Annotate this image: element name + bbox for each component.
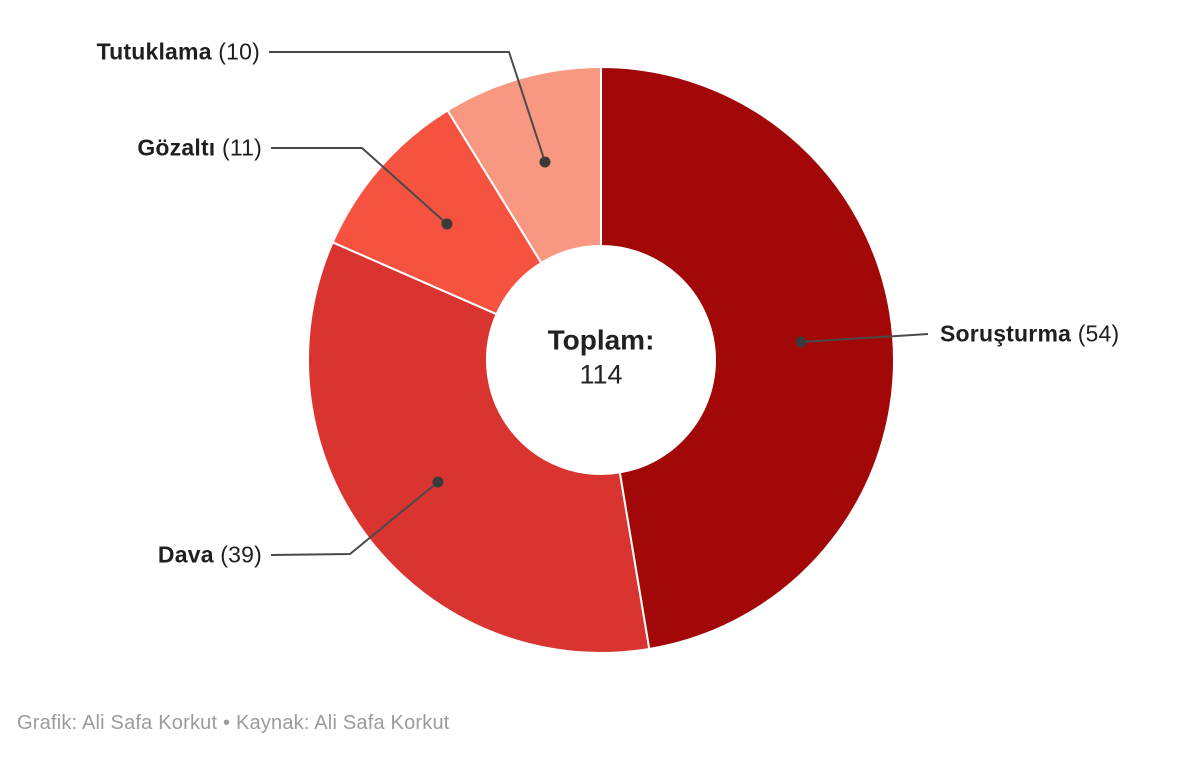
- slice-name: Dava: [157, 541, 214, 568]
- callout-dot-soruşturma: [795, 336, 807, 348]
- callout-dot-dava: [432, 476, 444, 488]
- donut-slice-soruşturma: [600, 66, 895, 651]
- slice-count: (10): [218, 38, 260, 65]
- slice-count: (11): [222, 134, 262, 161]
- donut-center-total: Toplam: 114: [548, 323, 655, 391]
- slice-count: (54): [1077, 320, 1120, 347]
- total-value: 114: [579, 359, 623, 390]
- callout-line-tutuklama: [269, 51, 546, 163]
- callout-line-gözaltı: [271, 147, 448, 225]
- callout-line-dava: [270, 481, 439, 556]
- callout-label-sorusturma: Soruşturma (54): [940, 321, 1119, 348]
- callout-label-tutuklama: Tutuklama (10): [97, 39, 260, 66]
- callout-dot-gözaltı: [441, 218, 453, 230]
- chart-credit: Grafik: Ali Safa Korkut • Kaynak: Ali Sa…: [17, 712, 450, 734]
- donut-slice-dava: [307, 241, 651, 654]
- slice-count: (39): [220, 541, 262, 568]
- donut-slice-gözaltı: [331, 109, 543, 316]
- donut-slice-tutuklama: [446, 66, 602, 264]
- callout-label-gozalti: Gözaltı (11): [137, 135, 262, 162]
- callout-dot-tutuklama: [539, 156, 551, 168]
- slice-name: Soruşturma: [940, 320, 1072, 347]
- total-label: Toplam:: [547, 324, 655, 356]
- callout-label-dava: Dava (39): [158, 542, 262, 569]
- slice-name: Gözaltı: [137, 134, 216, 161]
- slice-name: Tutuklama: [96, 38, 212, 65]
- callout-line-soruşturma: [800, 333, 929, 343]
